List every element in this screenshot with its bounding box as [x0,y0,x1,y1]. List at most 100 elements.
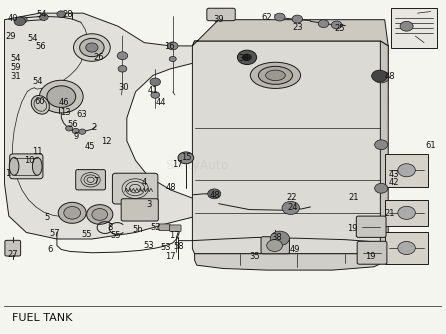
FancyBboxPatch shape [261,237,289,254]
Text: 17: 17 [165,252,176,261]
FancyBboxPatch shape [385,154,429,187]
Circle shape [47,86,76,108]
Text: 43: 43 [388,170,399,179]
Text: 26: 26 [93,53,104,62]
Circle shape [270,231,289,245]
FancyBboxPatch shape [76,170,105,190]
Circle shape [267,240,282,252]
FancyBboxPatch shape [385,232,429,264]
Text: 13: 13 [60,109,71,118]
Circle shape [150,78,161,86]
Circle shape [79,129,86,134]
Text: 54: 54 [32,77,42,87]
FancyBboxPatch shape [159,224,170,230]
Circle shape [331,21,342,29]
Text: 61: 61 [425,141,436,150]
Circle shape [400,21,413,31]
FancyBboxPatch shape [356,216,386,237]
Text: 46: 46 [58,98,69,107]
Circle shape [243,54,252,60]
Circle shape [208,189,221,199]
Text: 19: 19 [347,224,357,233]
Text: 39: 39 [213,15,224,24]
Text: 41: 41 [148,86,158,95]
Ellipse shape [9,157,19,175]
Circle shape [92,208,107,220]
Circle shape [86,43,98,52]
Circle shape [57,11,66,17]
Circle shape [168,42,178,50]
FancyBboxPatch shape [5,240,21,256]
Text: 6: 6 [48,245,53,254]
Circle shape [18,16,27,23]
Text: 25: 25 [335,24,345,33]
Circle shape [66,126,73,131]
Circle shape [275,13,285,21]
Text: 35: 35 [249,252,260,261]
Text: 11: 11 [32,147,42,156]
Text: 45: 45 [84,142,95,151]
Circle shape [117,52,128,60]
Text: 7: 7 [94,177,99,186]
Circle shape [237,50,256,64]
Text: 1: 1 [5,169,11,178]
Text: 28: 28 [62,10,73,19]
Circle shape [64,206,81,219]
Text: 55: 55 [111,230,121,239]
Circle shape [373,71,389,83]
Text: 17: 17 [169,230,179,239]
Text: 38: 38 [239,54,249,63]
Circle shape [87,205,113,224]
FancyBboxPatch shape [357,241,387,264]
Text: 17: 17 [172,160,182,169]
Text: 19: 19 [365,252,376,261]
FancyBboxPatch shape [112,173,158,204]
Circle shape [72,128,79,134]
Text: 22: 22 [287,193,297,202]
FancyBboxPatch shape [207,8,235,21]
Text: 44: 44 [156,98,166,107]
Text: 21: 21 [348,193,359,202]
Text: FUEL TANK: FUEL TANK [12,313,73,323]
Circle shape [39,14,48,20]
Circle shape [14,17,25,26]
FancyBboxPatch shape [391,8,437,47]
Ellipse shape [31,96,50,114]
Text: 53: 53 [143,241,154,250]
Text: 31: 31 [10,71,21,80]
Text: 23: 23 [293,23,303,32]
Text: 2: 2 [91,123,97,132]
Text: 29: 29 [6,32,16,40]
Text: 38: 38 [271,233,282,242]
Text: 56: 56 [35,42,46,51]
Circle shape [318,20,329,28]
Text: 63: 63 [76,110,87,119]
Text: 58: 58 [173,242,184,251]
Text: 48: 48 [210,191,220,200]
Text: 52: 52 [150,223,161,232]
Polygon shape [192,20,388,46]
Text: 57: 57 [50,228,60,237]
Circle shape [39,80,83,113]
Circle shape [178,152,194,164]
Text: 3: 3 [146,200,151,209]
Text: 54: 54 [10,54,21,63]
FancyBboxPatch shape [10,154,43,179]
Polygon shape [192,41,388,254]
Text: SixityAuto: SixityAuto [165,159,228,172]
Text: 21: 21 [385,209,395,218]
Ellipse shape [258,66,293,85]
Text: 27: 27 [7,250,18,259]
Text: 53: 53 [161,243,172,252]
Text: 30: 30 [118,83,128,92]
FancyBboxPatch shape [121,199,158,221]
Polygon shape [4,13,197,239]
Ellipse shape [266,70,285,80]
Text: 48: 48 [165,183,176,192]
Circle shape [375,183,388,193]
Text: 40: 40 [8,14,18,23]
Text: 5: 5 [45,213,50,222]
Ellipse shape [33,157,42,175]
Text: 42: 42 [388,178,399,187]
FancyBboxPatch shape [385,200,429,226]
